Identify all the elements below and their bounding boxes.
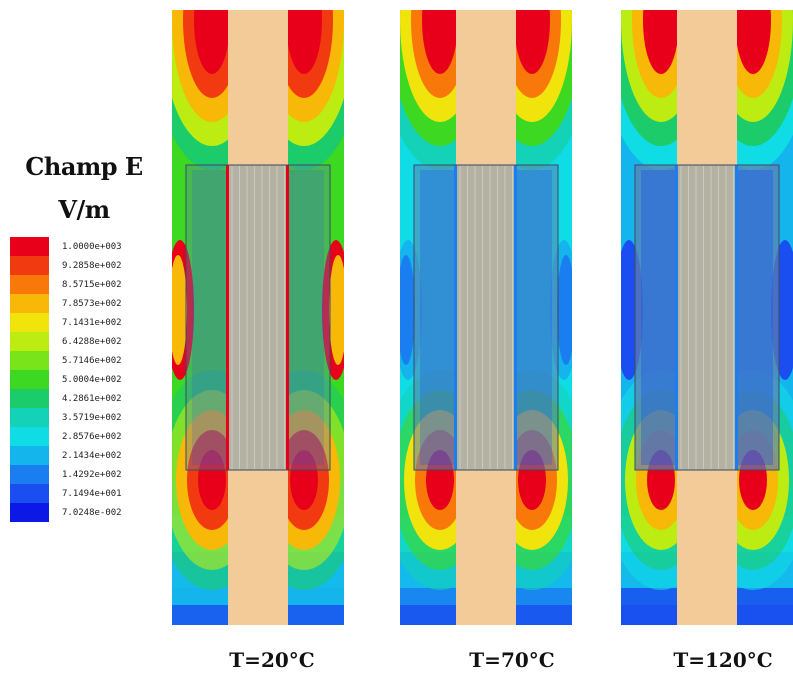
legend-swatch (10, 351, 49, 370)
field-contour-top (514, 10, 550, 74)
legend-swatch (10, 503, 49, 522)
field-map-panel-70c (400, 10, 572, 625)
legend-swatch (10, 275, 49, 294)
conductor-core (677, 165, 737, 470)
field-contour-top (422, 10, 458, 74)
legend-tick-label: 9.2858e+002 (62, 261, 122, 271)
field-side-lobe (778, 255, 793, 365)
legend-swatch (10, 294, 49, 313)
insulation-band (192, 170, 228, 465)
legend-swatch (10, 370, 49, 389)
legend-swatch (10, 256, 49, 275)
legend-swatch (10, 446, 49, 465)
insulation-outline (185, 164, 331, 471)
field-map-panel-120c (621, 10, 793, 625)
legend-swatch (10, 332, 49, 351)
field-contour-top (735, 10, 771, 74)
field-side-lobe (621, 255, 636, 365)
field-contour-bottom (198, 450, 226, 510)
legend-swatch (10, 313, 49, 332)
field-side-lobe (400, 255, 415, 365)
insulation-band (516, 170, 552, 465)
conductor-core (456, 165, 516, 470)
legend-tick-label: 3.5719e+002 (62, 413, 122, 423)
legend-tick-label: 7.1494e+001 (62, 489, 122, 499)
legend-swatch (10, 408, 49, 427)
insulation-band (288, 170, 324, 465)
legend-tick-label: 2.1434e+002 (62, 451, 122, 461)
caption-120c: T=120°C (673, 648, 773, 672)
conductor-edge (735, 165, 738, 470)
field-map-svg (400, 10, 572, 625)
legend-tick-label: 5.0004e+002 (62, 375, 122, 385)
field-map-svg (172, 10, 344, 625)
field-side-lobe (329, 255, 344, 365)
field-contour-top (286, 10, 322, 74)
conductor-edge (286, 165, 289, 470)
legend-swatch (10, 465, 49, 484)
caption-70c: T=70°C (469, 648, 555, 672)
legend-swatch (10, 389, 49, 408)
caption-20c: T=20°C (229, 648, 315, 672)
legend-tick-label: 2.8576e+002 (62, 432, 122, 442)
field-contour-bottom (290, 450, 318, 510)
insulation-band (641, 170, 677, 465)
conductor-edge (454, 165, 457, 470)
legend-title-line2: V/m (58, 195, 110, 224)
legend-swatch (10, 484, 49, 503)
legend-tick-label: 6.4288e+002 (62, 337, 122, 347)
legend-tick-label: 1.4292e+002 (62, 470, 122, 480)
conductor-edge (675, 165, 678, 470)
insulation-outline (413, 164, 559, 471)
legend-tick-label: 5.7146e+002 (62, 356, 122, 366)
field-side-lobe (172, 255, 187, 365)
legend-tick-label: 4.2861e+002 (62, 394, 122, 404)
field-map-svg (621, 10, 793, 625)
legend-title-line1: Champ E (25, 152, 143, 181)
legend-tick-label: 8.5715e+002 (62, 280, 122, 290)
legend-tick-label: 1.0000e+003 (62, 242, 122, 252)
conductor-edge (514, 165, 517, 470)
legend-tick-label: 7.1431e+002 (62, 318, 122, 328)
field-map-panel-20c (172, 10, 344, 625)
legend-tick-label: 7.0248e-002 (62, 508, 122, 518)
legend-tick-label: 7.8573e+002 (62, 299, 122, 309)
legend-swatch (10, 237, 49, 256)
conductor-edge (226, 165, 229, 470)
field-side-lobe (557, 255, 572, 365)
field-contour-top (643, 10, 679, 74)
insulation-band (420, 170, 456, 465)
field-contour-top (194, 10, 230, 74)
legend-swatch (10, 427, 49, 446)
insulation-band (737, 170, 773, 465)
insulation-outline (634, 164, 780, 471)
conductor-core (228, 165, 288, 470)
